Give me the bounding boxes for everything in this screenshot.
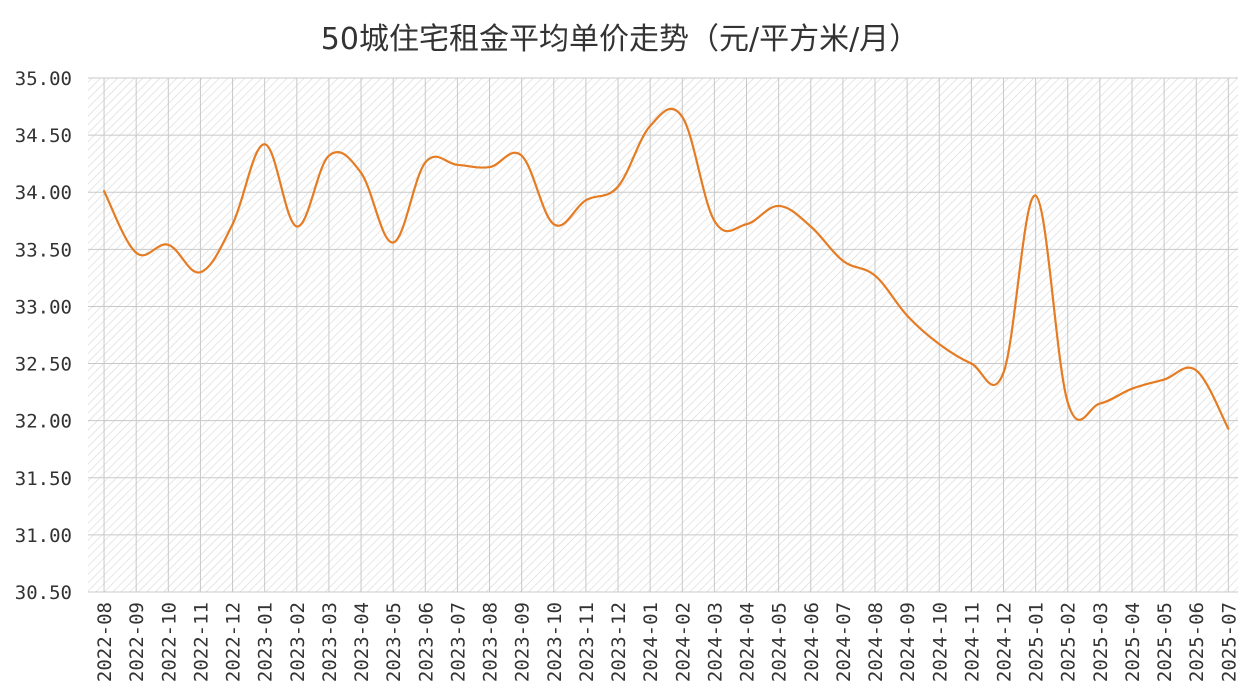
chart-title: 50城住宅租金平均单价走势（元/平方米/月） [320, 22, 920, 57]
data-point [521, 155, 523, 157]
data-point [874, 275, 876, 277]
data-point [810, 225, 812, 227]
data-point [489, 166, 491, 168]
x-tick-label: 2025-04 [1122, 602, 1144, 682]
x-tick-label: 2024-10 [929, 602, 951, 682]
y-tick-label: 32.50 [15, 354, 72, 376]
x-tick-label: 2022-11 [190, 602, 212, 682]
data-point [617, 186, 619, 188]
x-tick-label: 2025-07 [1218, 602, 1240, 682]
data-point [232, 223, 234, 225]
x-tick-label: 2024-05 [769, 602, 791, 682]
data-point [392, 241, 394, 243]
y-tick-label: 30.50 [15, 582, 72, 604]
data-point [1131, 388, 1133, 390]
data-point [906, 315, 908, 317]
x-tick-label: 2023-06 [415, 602, 437, 682]
x-tick-label: 2025-01 [1026, 602, 1048, 682]
x-tick-label: 2025-06 [1186, 602, 1208, 682]
data-point [167, 244, 169, 246]
x-tick-label: 2024-12 [994, 602, 1016, 682]
data-point [938, 343, 940, 345]
x-tick-label: 2023-10 [544, 602, 566, 682]
data-point [199, 271, 201, 273]
data-point [649, 125, 651, 127]
x-tick-label: 2024-07 [833, 602, 855, 682]
x-tick-label: 2025-05 [1154, 602, 1176, 682]
data-point [970, 363, 972, 365]
data-point [585, 199, 587, 201]
x-tick-label: 2023-04 [351, 602, 373, 682]
x-tick-label: 2022-10 [158, 602, 180, 682]
data-point [842, 260, 844, 262]
x-tick-label: 2023-09 [512, 602, 534, 682]
data-point [553, 223, 555, 225]
x-tick-label: 2024-06 [801, 602, 823, 682]
data-point [1195, 369, 1197, 371]
data-point [746, 223, 748, 225]
data-point [1067, 401, 1069, 403]
y-tick-label: 31.00 [15, 525, 72, 547]
data-point [1227, 428, 1229, 430]
x-tick-label: 2022-12 [223, 602, 245, 682]
y-tick-label: 35.00 [15, 68, 72, 90]
x-tick-label: 2025-02 [1058, 602, 1080, 682]
plot-area [88, 78, 1238, 592]
x-tick-label: 2023-05 [383, 602, 405, 682]
x-tick-label: 2024-08 [865, 602, 887, 682]
data-point [1163, 379, 1165, 381]
y-tick-label: 31.50 [15, 468, 72, 490]
x-tick-label: 2023-02 [287, 602, 309, 682]
data-point [778, 205, 780, 207]
y-tick-label: 33.00 [15, 296, 72, 318]
y-axis-labels: 35.00 34.50 34.00 33.50 33.00 32.50 32.00 31.50… [15, 68, 72, 604]
x-tick-label: 2023-08 [480, 602, 502, 682]
x-tick-label: 2024-01 [640, 602, 662, 682]
data-point [1003, 372, 1005, 374]
y-tick-label: 32.00 [15, 411, 72, 433]
data-point [713, 220, 715, 222]
x-tick-label: 2024-04 [737, 602, 759, 682]
data-point [103, 190, 105, 192]
x-tick-label: 2023-01 [255, 602, 277, 682]
y-tick-label: 34.50 [15, 125, 72, 147]
data-point [1035, 195, 1037, 197]
y-tick-label: 34.00 [15, 182, 72, 204]
data-point [135, 252, 137, 254]
data-point [264, 143, 266, 145]
data-point [296, 225, 298, 227]
x-tick-label: 2022-09 [126, 602, 148, 682]
data-point [681, 116, 683, 118]
x-tick-label: 2022-08 [94, 602, 116, 682]
x-tick-label: 2024-11 [961, 602, 983, 682]
x-axis-labels: 2022-08 2022-09 2022-10 2022-11 2022-12 2023-… [94, 602, 1240, 682]
x-tick-label: 2023-03 [319, 602, 341, 682]
data-point [1099, 403, 1101, 405]
x-tick-label: 2025-03 [1090, 602, 1112, 682]
gridlines [88, 77, 1238, 593]
x-tick-label: 2024-02 [672, 602, 694, 682]
x-tick-label: 2023-12 [608, 602, 630, 682]
data-point [456, 164, 458, 166]
series-group [102, 107, 1230, 430]
y-tick-label: 33.50 [15, 239, 72, 261]
series-line [102, 107, 1230, 430]
data-point [328, 155, 330, 157]
data-point [424, 162, 426, 164]
x-tick-label: 2023-11 [576, 602, 598, 682]
x-tick-label: 2024-09 [897, 602, 919, 682]
x-tick-label: 2024-03 [704, 602, 726, 682]
x-tick-label: 2023-07 [447, 602, 469, 682]
data-point [360, 172, 362, 174]
